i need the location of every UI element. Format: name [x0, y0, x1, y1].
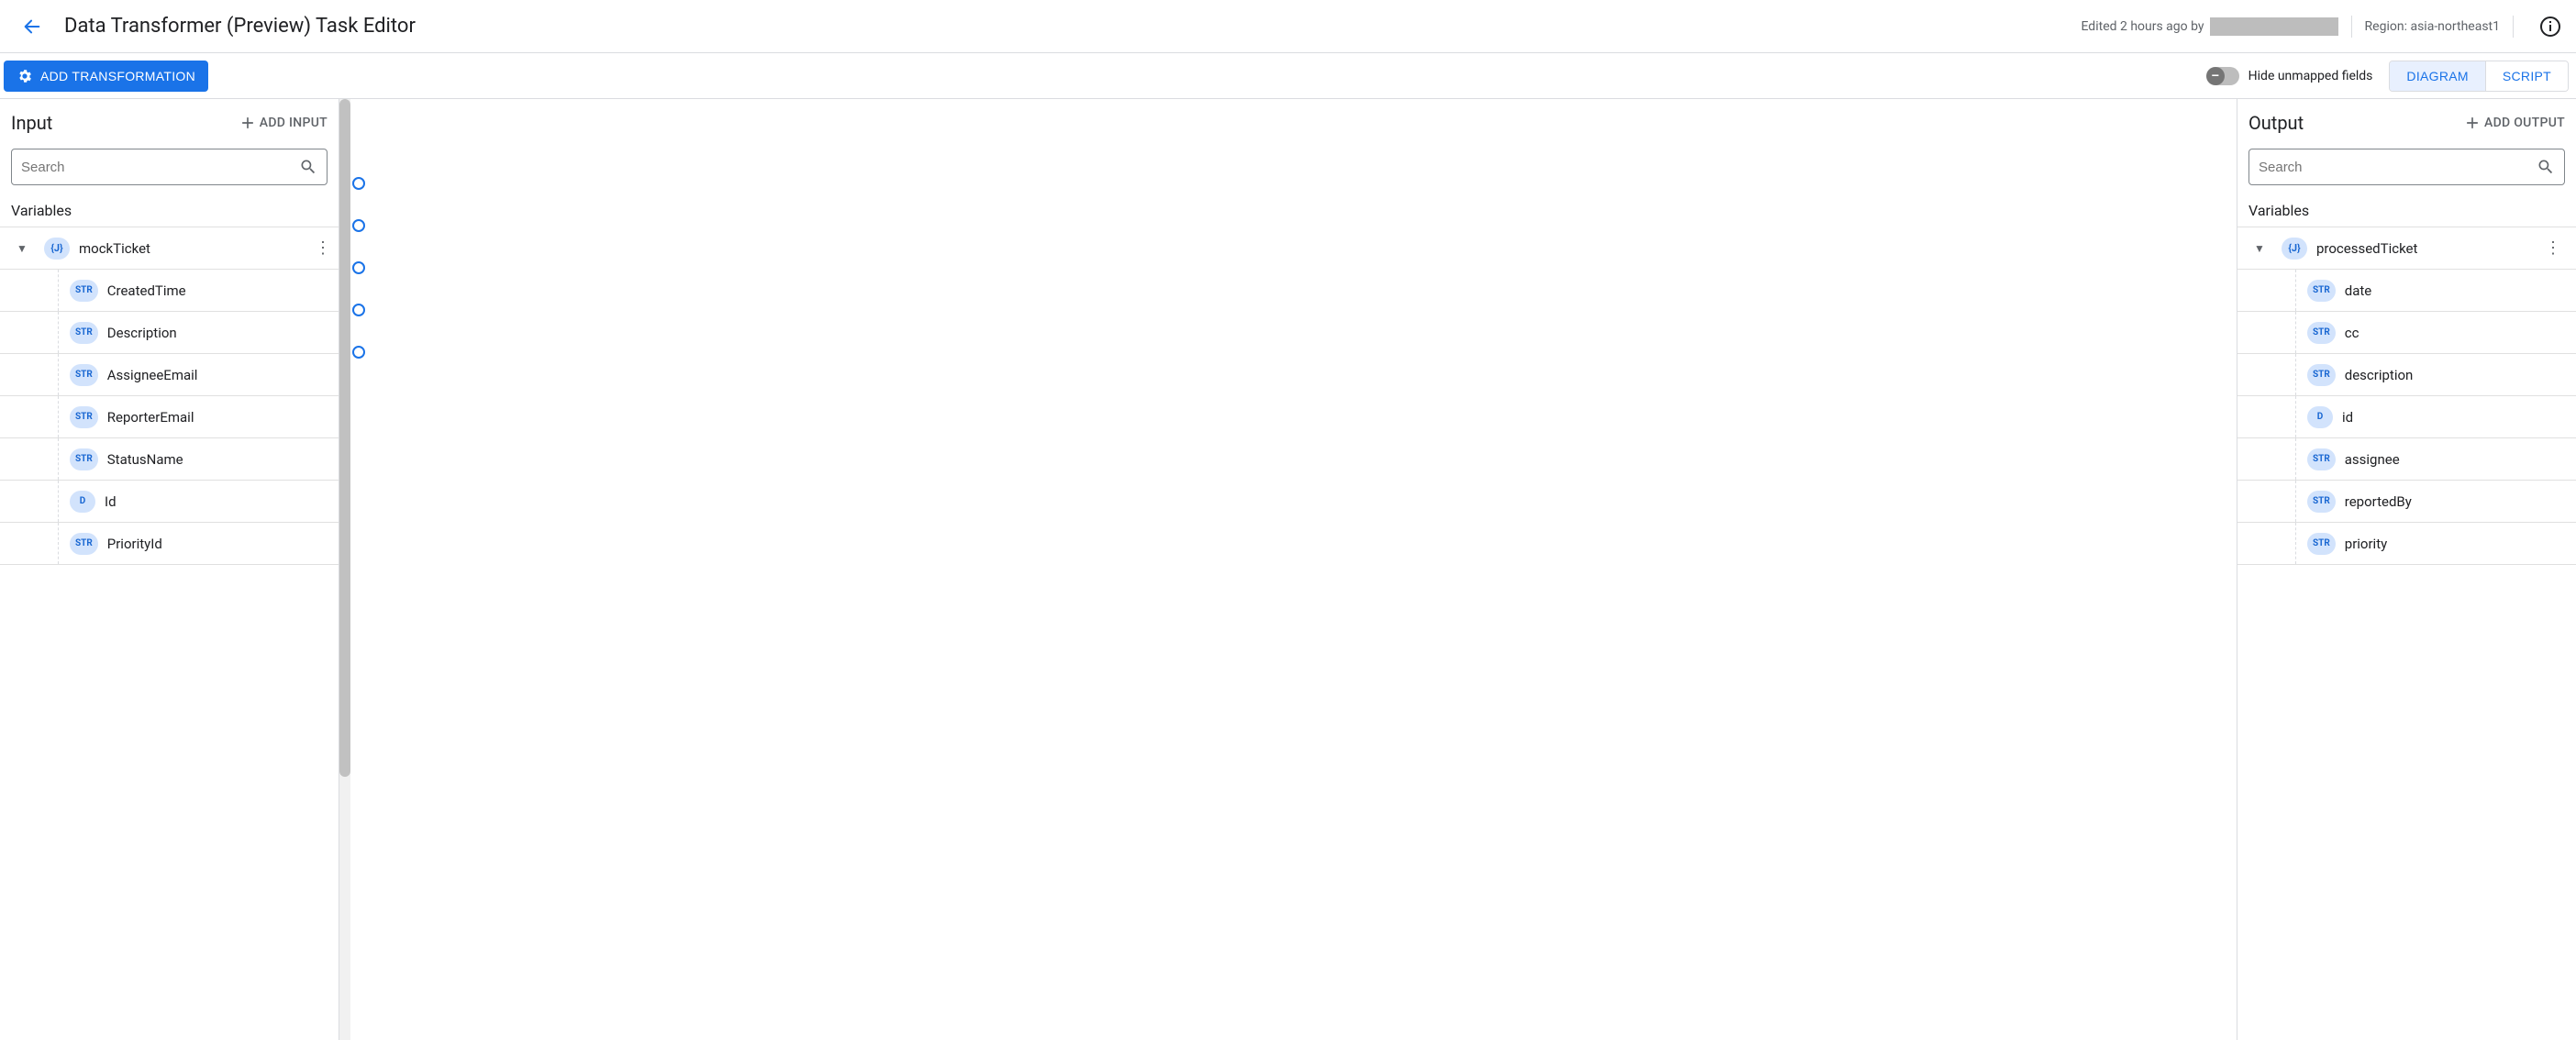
type-badge-str — [2307, 322, 2336, 344]
variable-field[interactable]: id — [2237, 396, 2576, 438]
input-port[interactable] — [352, 261, 365, 274]
output-search[interactable] — [2248, 149, 2565, 185]
output-panel: Output ADD OUTPUT Variables ▼ processedT… — [2237, 99, 2576, 1040]
variable-field[interactable]: date — [2237, 270, 2576, 312]
input-variables-label: Variables — [0, 191, 339, 227]
field-name: reportedBy — [2345, 493, 2412, 510]
diagram-tab[interactable]: DIAGRAM — [2390, 61, 2484, 91]
output-variables-label: Variables — [2237, 191, 2576, 227]
type-badge-d — [2307, 406, 2333, 428]
hide-unmapped-label: Hide unmapped fields — [2248, 69, 2373, 83]
field-name: Id — [105, 493, 117, 510]
row-menu-button[interactable]: ⋮ — [307, 238, 339, 258]
view-mode-segmented: DIAGRAM SCRIPT — [2389, 61, 2569, 92]
field-name: id — [2342, 409, 2353, 426]
type-badge-d — [70, 491, 95, 513]
field-name: description — [2345, 367, 2414, 383]
field-name: priority — [2345, 536, 2387, 552]
field-name: assignee — [2345, 451, 2400, 468]
variable-root[interactable]: ▼ mockTicket ⋮ — [0, 227, 339, 270]
input-panel-title: Input — [11, 112, 52, 134]
variable-field[interactable]: Id — [0, 481, 339, 523]
plus-icon — [239, 115, 256, 131]
field-name: CreatedTime — [107, 282, 186, 299]
variable-field[interactable]: reportedBy — [2237, 481, 2576, 523]
type-badge-str — [2307, 364, 2336, 386]
variable-field[interactable]: priority — [2237, 523, 2576, 565]
input-panel: Input ADD INPUT Variables ▼ mockTicket ⋮… — [0, 99, 339, 1040]
type-badge-str — [70, 280, 98, 302]
variable-field[interactable]: StatusName — [0, 438, 339, 481]
variable-name: processedTicket — [2316, 240, 2417, 257]
region-label: Region: asia-northeast1 — [2365, 19, 2500, 34]
input-search[interactable] — [11, 149, 328, 185]
output-search-field[interactable] — [2259, 160, 2537, 175]
type-badge-str — [70, 533, 98, 555]
input-port[interactable] — [352, 346, 365, 359]
input-port[interactable] — [352, 304, 365, 316]
field-name: PriorityId — [107, 536, 162, 552]
field-name: AssigneeEmail — [107, 367, 198, 383]
variable-field[interactable]: ReporterEmail — [0, 396, 339, 438]
edited-prefix: Edited 2 hours ago by — [2081, 19, 2204, 34]
field-name: StatusName — [107, 451, 183, 468]
type-badge-str — [70, 322, 98, 344]
type-badge-str — [70, 406, 98, 428]
variable-field[interactable]: AssigneeEmail — [0, 354, 339, 396]
variable-field[interactable]: Description — [0, 312, 339, 354]
variable-field[interactable]: CreatedTime — [0, 270, 339, 312]
input-search-field[interactable] — [21, 160, 299, 175]
edited-by-label: Edited 2 hours ago by — [2081, 17, 2337, 36]
variable-name: mockTicket — [79, 240, 150, 257]
type-badge-str — [70, 364, 98, 386]
script-tab[interactable]: SCRIPT — [2485, 61, 2568, 91]
input-port[interactable] — [352, 177, 365, 190]
divider — [2351, 16, 2352, 38]
back-button[interactable] — [15, 9, 50, 44]
input-scrollbar[interactable] — [339, 99, 350, 1040]
expand-toggle[interactable]: ▼ — [11, 242, 33, 255]
variable-root[interactable]: ▼ processedTicket ⋮ — [2237, 227, 2576, 270]
type-badge-str — [2307, 491, 2336, 513]
info-button[interactable] — [2539, 16, 2561, 38]
field-name: ReporterEmail — [107, 409, 194, 426]
divider — [2513, 16, 2514, 38]
type-badge-json — [2282, 238, 2307, 260]
editor-name-redacted — [2210, 17, 2338, 36]
type-badge-str — [70, 448, 98, 470]
type-badge-str — [2307, 533, 2336, 555]
variable-field[interactable]: PriorityId — [0, 523, 339, 565]
field-name: date — [2345, 282, 2371, 299]
plus-icon — [2464, 115, 2481, 131]
add-output-button[interactable]: ADD OUTPUT — [2464, 115, 2565, 131]
page-title: Data Transformer (Preview) Task Editor — [64, 15, 416, 38]
add-input-button[interactable]: ADD INPUT — [239, 115, 328, 131]
field-name: cc — [2345, 325, 2359, 341]
hide-unmapped-toggle[interactable]: – — [2208, 67, 2239, 85]
gear-icon — [17, 68, 33, 84]
input-port[interactable] — [352, 219, 365, 232]
add-transformation-label: ADD TRANSFORMATION — [40, 69, 195, 83]
diagram-canvas[interactable] — [350, 99, 2237, 1040]
variable-field[interactable]: assignee — [2237, 438, 2576, 481]
add-transformation-button[interactable]: ADD TRANSFORMATION — [4, 61, 208, 92]
search-icon — [299, 158, 317, 176]
output-panel-title: Output — [2248, 112, 2304, 134]
type-badge-str — [2307, 280, 2336, 302]
field-name: Description — [107, 325, 177, 341]
row-menu-button[interactable]: ⋮ — [2537, 238, 2569, 258]
expand-toggle[interactable]: ▼ — [2248, 242, 2271, 255]
variable-field[interactable]: description — [2237, 354, 2576, 396]
type-badge-json — [44, 238, 70, 260]
variable-field[interactable]: cc — [2237, 312, 2576, 354]
type-badge-str — [2307, 448, 2336, 470]
search-icon — [2537, 158, 2555, 176]
